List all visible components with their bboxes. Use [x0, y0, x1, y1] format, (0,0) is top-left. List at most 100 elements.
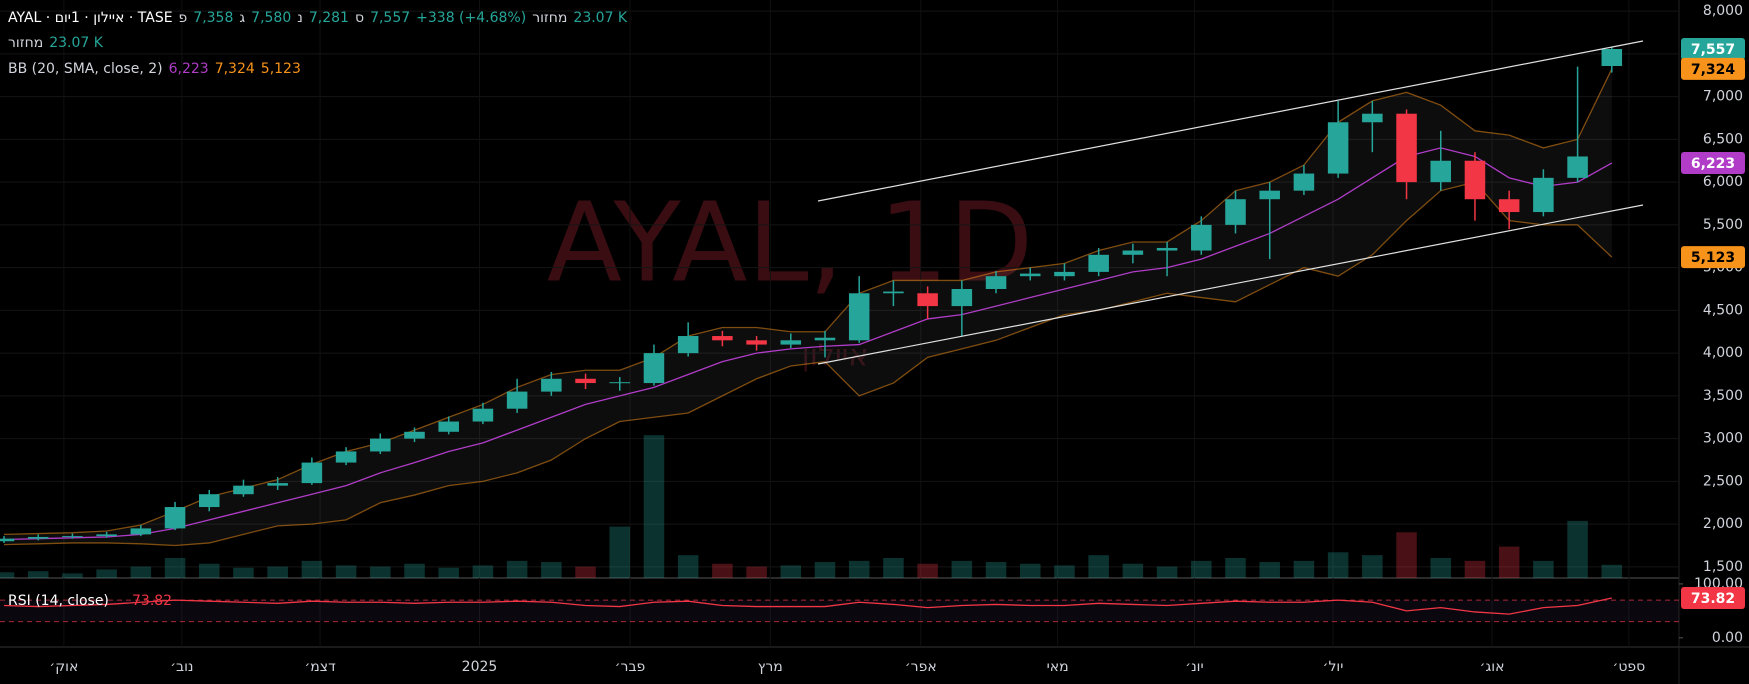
watermark: AYAL, 1D	[547, 178, 1034, 306]
price-tag	[1681, 246, 1745, 269]
candle-body	[198, 494, 220, 508]
volume-bar	[883, 558, 904, 578]
x-tick-label: אוג׳	[1480, 659, 1505, 675]
x-tick-label: מאי	[1047, 659, 1069, 675]
trend-line	[817, 204, 1644, 365]
candle-body	[1362, 113, 1383, 123]
ohlc-key: פ	[178, 10, 188, 26]
volume-bar	[1464, 560, 1486, 578]
candle-body	[1088, 254, 1109, 272]
price-tag-label: 7,557	[1691, 42, 1735, 58]
x-tick-label: פבר׳	[615, 659, 646, 675]
volume-bar	[370, 566, 391, 578]
volume-bar	[1362, 555, 1383, 578]
volume-bar	[404, 563, 425, 578]
volume-bar	[438, 567, 459, 578]
x-tick-label: אפר׳	[905, 659, 937, 675]
candle-body	[301, 462, 323, 484]
y-tick-label: 3,000	[1703, 431, 1743, 447]
header-line: AYAL · איילון · 1יום · TASE פ 7,358 ג 7,58…	[8, 10, 627, 26]
x-tick-label: 2025	[462, 659, 498, 675]
ohlc-value: 7,557	[370, 10, 411, 26]
ohlc-value: 7,281	[308, 10, 349, 26]
volume-bar	[1088, 555, 1109, 578]
candle-body	[1533, 177, 1554, 213]
y-tick-label: 8,000	[1703, 3, 1743, 19]
volume-bar	[198, 563, 220, 578]
ohlc-key: ג	[239, 10, 246, 26]
y-tick-label: 2,500	[1703, 473, 1743, 489]
bb-legend: BB (20, SMA, close, 2) 6,223 7,324 5,123	[8, 61, 301, 77]
trend-line	[817, 40, 1644, 202]
candle-body	[643, 353, 665, 384]
candle-body	[1601, 48, 1623, 67]
volume-bar	[472, 565, 494, 578]
candle-body	[96, 534, 117, 537]
candle-body	[472, 408, 494, 422]
candle-body	[62, 536, 83, 538]
candle-body	[335, 451, 357, 463]
volume-bar	[1259, 562, 1280, 578]
volume-bar	[267, 566, 288, 578]
candle-body	[1191, 224, 1212, 251]
volume-bar	[1601, 564, 1623, 578]
volume-bar	[780, 565, 802, 578]
x-tick-label: ספט׳	[1613, 659, 1646, 675]
volume-bar	[1567, 520, 1588, 578]
volume-bar	[27, 571, 49, 578]
change: +338 (+4.68%)	[416, 10, 527, 26]
candle-body	[780, 340, 802, 345]
price-tag	[1681, 57, 1745, 80]
volume-bar	[335, 565, 357, 578]
rsi-name: RSI (14, close)	[8, 593, 109, 609]
x-tick-label: נוב׳	[170, 659, 193, 675]
volume-bar	[1054, 565, 1075, 578]
candle-body	[746, 340, 767, 345]
volume-bar	[814, 562, 836, 578]
volume-bar	[1396, 532, 1417, 578]
candle-body	[883, 291, 904, 294]
candle-body	[712, 336, 733, 341]
volume-bar	[1430, 558, 1452, 578]
candle-body	[1498, 199, 1520, 213]
candle-body	[438, 421, 459, 432]
volume-bar	[0, 572, 15, 578]
volume-bar	[746, 566, 767, 578]
ohlc-value: 7,580	[251, 10, 292, 26]
candle-body	[404, 431, 425, 439]
rsi-zone	[0, 600, 1679, 622]
y-tick-label: 6,000	[1703, 174, 1743, 190]
volume-bar	[575, 566, 596, 578]
rsi-tag-label: 73.82	[1691, 591, 1735, 607]
y-tick-label: 1,500	[1703, 559, 1743, 575]
volume-name: מחזור	[8, 35, 44, 51]
volume-bar	[164, 558, 186, 578]
y-tick-label: 3,500	[1703, 388, 1743, 404]
candle-body	[1293, 173, 1315, 191]
candle-body	[506, 391, 528, 409]
volume-bar	[1225, 558, 1246, 578]
candle-body	[164, 507, 186, 529]
band-upper	[3, 68, 1613, 536]
x-tick-label: יול׳	[1323, 659, 1344, 675]
candle-body	[1225, 199, 1246, 225]
candle-body	[541, 378, 562, 392]
volume-bar	[1498, 546, 1520, 578]
volume-bar	[1327, 552, 1349, 578]
candle-body	[27, 536, 49, 539]
volume-bar	[609, 526, 631, 578]
candle-body	[267, 483, 288, 486]
band-middle	[3, 147, 1613, 541]
x-tick-label: מרץ	[758, 659, 783, 675]
bb-middle-value: 6,223	[168, 61, 209, 77]
volume	[0, 435, 1623, 578]
candle-body	[1259, 190, 1280, 200]
candle-body	[848, 293, 870, 341]
axes: 1,5002,0002,5003,0003,5004,0004,5005,000…	[49, 3, 1745, 675]
volume-value: 23.07 K	[573, 10, 628, 26]
candle-body	[1327, 122, 1349, 174]
volume-bar	[506, 560, 528, 578]
candle-body	[985, 276, 1007, 289]
candle-body	[1122, 250, 1144, 255]
